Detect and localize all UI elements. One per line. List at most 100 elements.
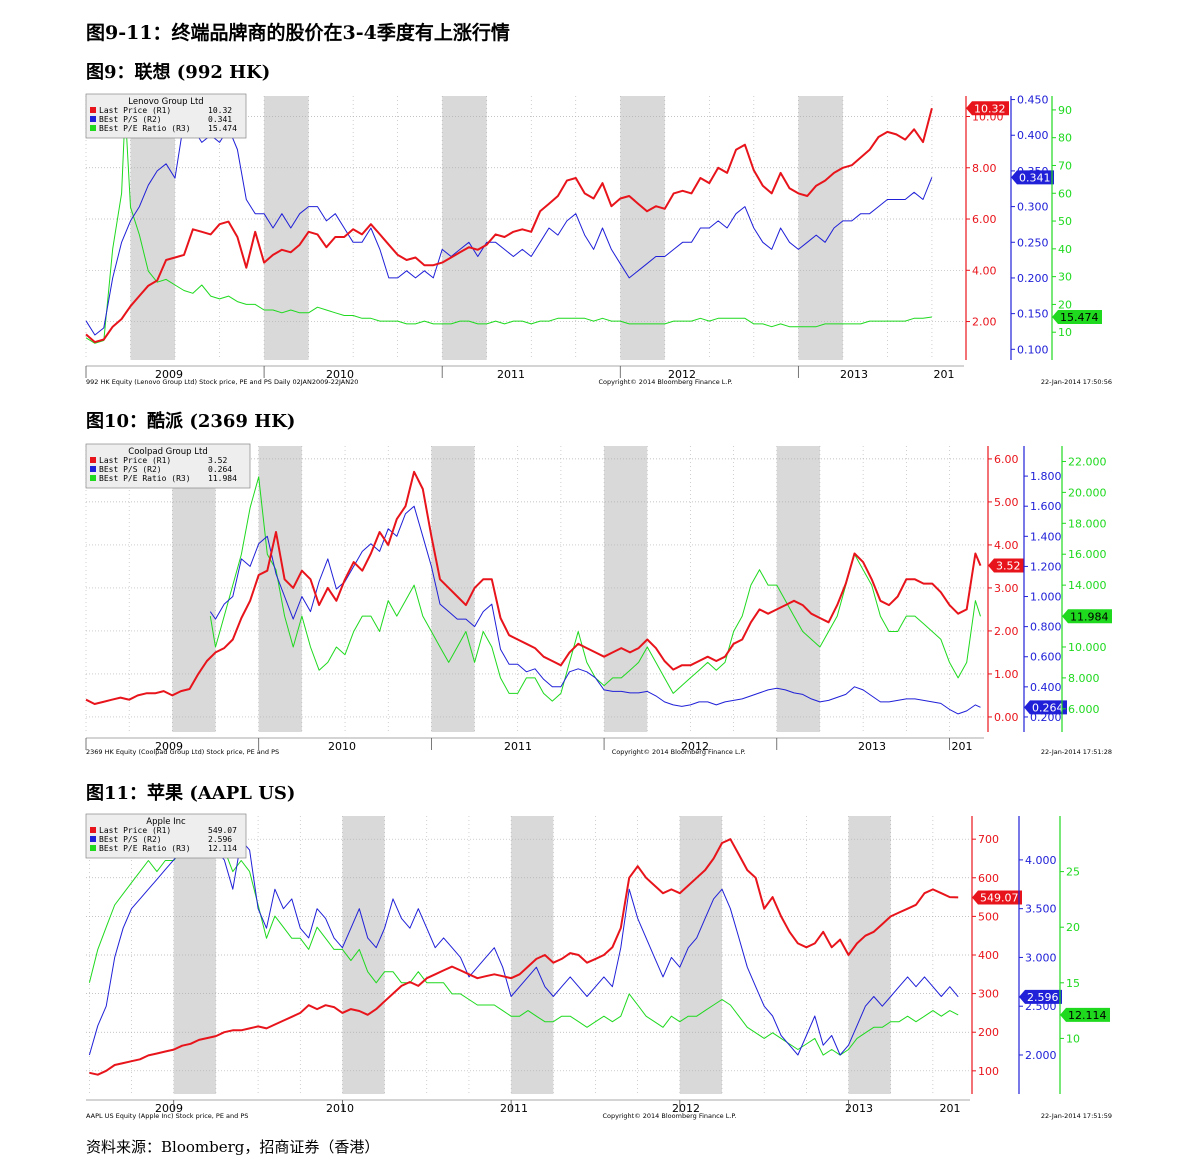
axis-ps-tick-label: 0.400 [1017, 129, 1049, 142]
series-price-line [85, 108, 933, 344]
footer-timestamp: 22-Jan-2014 17:50:56 [1041, 378, 1112, 386]
axis-price-last-tag: 3.52 [988, 558, 1024, 573]
legend-box [85, 813, 247, 859]
axis-pe-tick-label: 20 [1058, 298, 1072, 311]
legend-label: Last Price (R1) [99, 456, 171, 465]
axis-price-tick-label: 700 [978, 833, 999, 846]
legend-value: 3.52 [208, 456, 227, 465]
axis-price-tick-label: 2.00 [994, 625, 1019, 638]
axis-ps-last-tag-bg [1011, 170, 1054, 185]
axis-pe-tick-label: 10 [1066, 1032, 1080, 1045]
axis-ps-tick-label: 0.800 [1030, 621, 1062, 634]
axis-ps-last-tag-bg [1019, 989, 1062, 1004]
legend-title: Lenovo Group Ltd [128, 97, 203, 107]
source-note: 资料来源：Bloomberg，招商证券（香港） [86, 1138, 380, 1156]
axis-price-tick-label: 200 [978, 1026, 999, 1039]
axis-ps-last-value: 0.341 [1019, 171, 1051, 184]
axis-pe-tick-label: 15 [1066, 977, 1080, 990]
legend-value: 0.264 [208, 465, 232, 474]
axis-pe-tick-label: 10.000 [1068, 641, 1107, 654]
legend-value: 549.07 [208, 826, 237, 835]
axis-price-last-value: 3.52 [996, 560, 1021, 573]
axis-ps-tick-label: 0.400 [1030, 681, 1062, 694]
axis-ps-tick-label: 0.100 [1017, 343, 1049, 356]
axis-ps-last-value: 0.264 [1032, 701, 1064, 714]
x-tick-label: 2013 [845, 1102, 873, 1115]
axis-ps-last-value: 2.596 [1027, 991, 1059, 1004]
legend-box [85, 93, 247, 139]
axis-ps-tick-label: 3.000 [1025, 951, 1057, 964]
legend-value: 10.32 [208, 106, 232, 115]
axis-price-last-value: 10.32 [974, 102, 1006, 115]
x-tick-label: 201 [952, 740, 973, 753]
series-ps-line [88, 839, 959, 1056]
legend-swatch [90, 836, 96, 842]
axis-price-tick-label: 100 [978, 1065, 999, 1078]
axis-pe-tick-label: 20 [1066, 921, 1080, 934]
chart-lenovo: 2009 2010 2011 2012 2013 201 992 HK Equity (Le… [84, 90, 1124, 396]
legend-swatch [90, 107, 96, 113]
footer-timestamp: 22-Jan-2014 17:51:28 [1041, 748, 1112, 756]
axis-ps-tick-label: 1.600 [1030, 500, 1062, 513]
axis-pe-last-value: 11.984 [1070, 610, 1109, 623]
series-pe-line [88, 837, 959, 1056]
axis-price-last-tag-bg [966, 101, 1009, 116]
axis-pe-tick-label: 16.000 [1068, 548, 1107, 561]
axis-ps-tick-label: 4.000 [1025, 854, 1057, 867]
shaded-period [342, 816, 385, 1094]
x-tick-label: 201 [940, 1102, 961, 1115]
shaded-period [172, 446, 216, 732]
axis-price-tick-label: 4.00 [994, 539, 1019, 552]
axis-ps-tick-label: 0.300 [1017, 201, 1049, 214]
shaded-period [264, 96, 309, 360]
axis-ps-tick-label: 2.000 [1025, 1049, 1057, 1062]
axis-price-tick-label: 500 [978, 910, 999, 923]
axis-ps-tick-label: 3.500 [1025, 903, 1057, 916]
chart-apple: 2009 2010 2011 2012 2013 201 AAPL US Equity (A… [84, 810, 1124, 1130]
figure-title-coolpad: 图10：酷派 (2369 HK) [86, 411, 296, 432]
legend-label: Last Price (R1) [99, 106, 171, 115]
axis-pe-tick-label: 25 [1066, 866, 1080, 879]
axis-pe-tick-label: 50 [1058, 215, 1072, 228]
footer-copyright: Copyright© 2014 Bloomberg Finance L.P. [598, 378, 732, 386]
axis-ps-tick-label: 1.200 [1030, 560, 1062, 573]
axis-pe-tick-label: 60 [1058, 187, 1072, 200]
axis-pe-tick-label: 70 [1058, 159, 1072, 172]
axis-pe-last-tag: 12.114 [1060, 1007, 1110, 1022]
axis-ps-tick-label: 0.150 [1017, 308, 1049, 321]
axis-ps-last-tag: 0.264 [1024, 700, 1067, 715]
axis-price-tick-label: 6.00 [972, 213, 997, 226]
legend-label: Last Price (R1) [99, 826, 171, 835]
axis-price-tick-label: 400 [978, 949, 999, 962]
shaded-period [776, 446, 820, 732]
shaded-period [604, 446, 648, 732]
axis-price-tick-label: 8.00 [972, 162, 997, 175]
x-tick-label: 2012 [672, 1102, 700, 1115]
x-tick-label: 2013 [858, 740, 886, 753]
chart-coolpad-svg: 2009 2010 2011 2012 2013 201 2369 HK Equity (C… [85, 443, 1112, 756]
axis-pe-last-tag: 15.474 [1052, 309, 1102, 324]
legend-value: 12.114 [208, 844, 237, 853]
legend-swatch [90, 827, 96, 833]
x-tick-label: 2009 [155, 740, 183, 753]
axis-price-last-value: 549.07 [980, 891, 1019, 904]
legend-label: BEst P/E Ratio (R3) [99, 474, 191, 483]
axis-pe-tick-label: 80 [1058, 132, 1072, 145]
axis-ps-last-tag-bg [1024, 700, 1067, 715]
legend-label: BEst P/S (R2) [99, 465, 162, 474]
x-tick-label: 2013 [840, 368, 868, 381]
axis-pe-tick-label: 18.000 [1068, 517, 1107, 530]
legend-title: Coolpad Group Ltd [128, 447, 207, 457]
legend-swatch [90, 457, 96, 463]
axis-ps-tick-label: 0.450 [1017, 94, 1049, 107]
shaded-period [258, 446, 302, 732]
axis-price-tick-label: 2.00 [972, 316, 997, 329]
axis-pe-tick-label: 20.000 [1068, 486, 1107, 499]
footer-copyright: Copyright© 2014 Bloomberg Finance L.P. [612, 748, 746, 756]
footer-timestamp: 22-Jan-2014 17:51:59 [1041, 1112, 1112, 1120]
figure-title-apple: 图11：苹果 (AAPL US) [86, 783, 296, 804]
shaded-period [620, 96, 665, 360]
axis-price-tick-label: 3.00 [994, 582, 1019, 595]
